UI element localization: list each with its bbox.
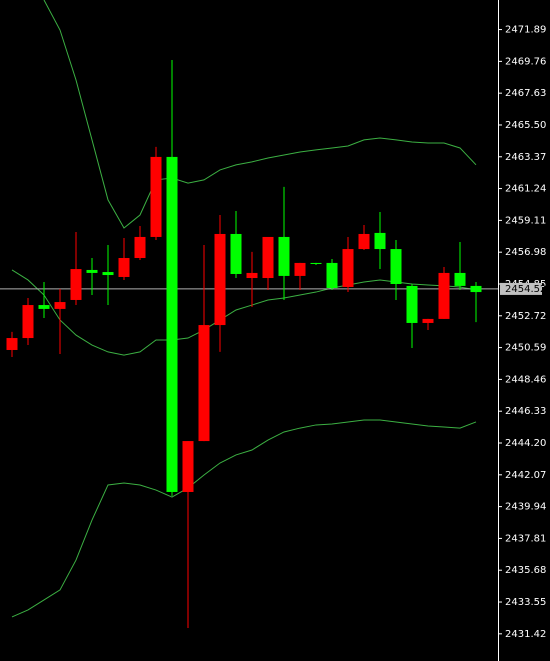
candle-body [70, 269, 82, 300]
y-tick-label: 2450.59 [505, 343, 546, 354]
candle-body [470, 285, 482, 293]
candle-body [102, 272, 114, 276]
candle-body [118, 258, 130, 277]
y-tick-label: 2467.63 [505, 88, 546, 99]
y-tick-label: 2465.50 [505, 120, 546, 131]
y-tick-label: 2431.42 [505, 629, 546, 640]
candle-body [6, 338, 18, 350]
current-price-label: 2454.52 [505, 284, 546, 295]
y-tick-label: 2433.55 [505, 597, 546, 608]
candle-body [310, 262, 322, 264]
y-tick-label: 2461.24 [505, 184, 546, 195]
candle-body [262, 236, 274, 279]
candle-body [246, 272, 258, 279]
y-tick-label: 2444.20 [505, 438, 546, 449]
candle-body [454, 272, 466, 286]
candle-body [278, 236, 290, 276]
y-tick-label: 2437.81 [505, 533, 546, 544]
candle-body [294, 262, 306, 276]
candle-body [438, 272, 450, 319]
y-tick-label: 2459.11 [505, 215, 546, 226]
y-tick-label: 2448.46 [505, 374, 546, 385]
candle-body [358, 233, 370, 250]
candle-body [22, 305, 34, 339]
candle-body [54, 302, 66, 309]
candle-body [38, 305, 50, 309]
candle-body [198, 325, 210, 442]
y-tick-label: 2452.72 [505, 311, 546, 322]
candle-body [422, 318, 434, 323]
candle-body [214, 233, 226, 326]
current-price-box [500, 282, 542, 295]
y-tick-label: 2463.37 [505, 152, 546, 163]
y-tick-label: 2456.98 [505, 247, 546, 258]
candle-body [86, 269, 98, 273]
candle-body [230, 233, 242, 274]
candle-body [150, 156, 162, 237]
candle-body [374, 232, 386, 250]
band-line [11, 419, 477, 618]
y-tick-label: 2442.07 [505, 470, 546, 481]
candle-body [406, 285, 418, 323]
y-tick-label: 2439.94 [505, 502, 546, 513]
y-tick-label: 2471.89 [505, 25, 546, 36]
y-tick-label: 2446.33 [505, 406, 546, 417]
candle-body [326, 262, 338, 289]
candle-body [342, 249, 354, 287]
band-line [43, 0, 477, 229]
candle-body [182, 441, 194, 492]
y-tick-label: 2435.68 [505, 565, 546, 576]
candle-body [166, 156, 178, 492]
candle-body [390, 249, 402, 284]
candle-body [134, 236, 146, 259]
y-tick-label: 2469.76 [505, 56, 546, 67]
